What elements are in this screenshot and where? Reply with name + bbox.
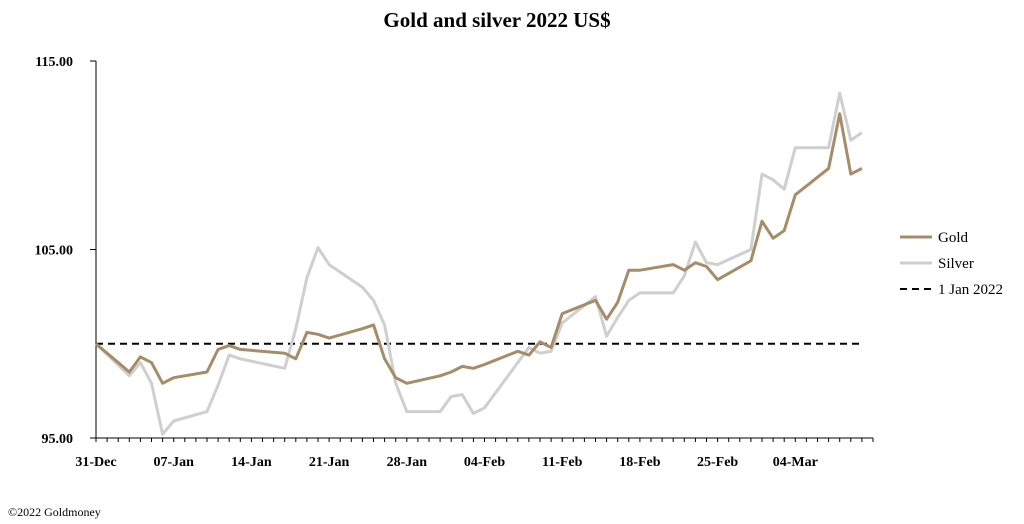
x-tick-label: 04-Mar bbox=[773, 455, 818, 470]
x-tick-label: 28-Jan bbox=[387, 455, 428, 470]
x-tick-label: 14-Jan bbox=[231, 455, 272, 470]
legend-label: Silver bbox=[938, 256, 974, 272]
x-tick-label: 18-Feb bbox=[619, 455, 660, 470]
axes: 95.00 105.00 115.00 31-Dec 07-Jan 14-Jan 21-Ja… bbox=[35, 55, 874, 470]
x-tick-label: 31-Dec bbox=[75, 455, 116, 470]
x-tick-label: 21-Jan bbox=[309, 455, 350, 470]
y-tick-label: 115.00 bbox=[35, 55, 73, 70]
y-tick-label: 105.00 bbox=[35, 244, 74, 259]
x-tick-label: 11-Feb bbox=[542, 455, 583, 470]
chart-title: Gold and silver 2022 US$ bbox=[383, 8, 610, 32]
series-line-gold bbox=[95, 112, 863, 385]
footer-text: ©2022 Goldmoney bbox=[8, 505, 101, 519]
series-layer bbox=[94, 91, 863, 436]
series-line-silver bbox=[94, 91, 863, 436]
x-tick-label: 07-Jan bbox=[153, 455, 194, 470]
legend-label: Gold bbox=[938, 230, 969, 246]
x-tick-label: 25-Feb bbox=[697, 455, 738, 470]
y-tick-label: 95.00 bbox=[42, 432, 74, 447]
legend: Gold Silver 1 Jan 2022 bbox=[900, 230, 1003, 298]
x-tick-label: 04-Feb bbox=[464, 455, 505, 470]
legend-label: 1 Jan 2022 bbox=[938, 282, 1003, 298]
